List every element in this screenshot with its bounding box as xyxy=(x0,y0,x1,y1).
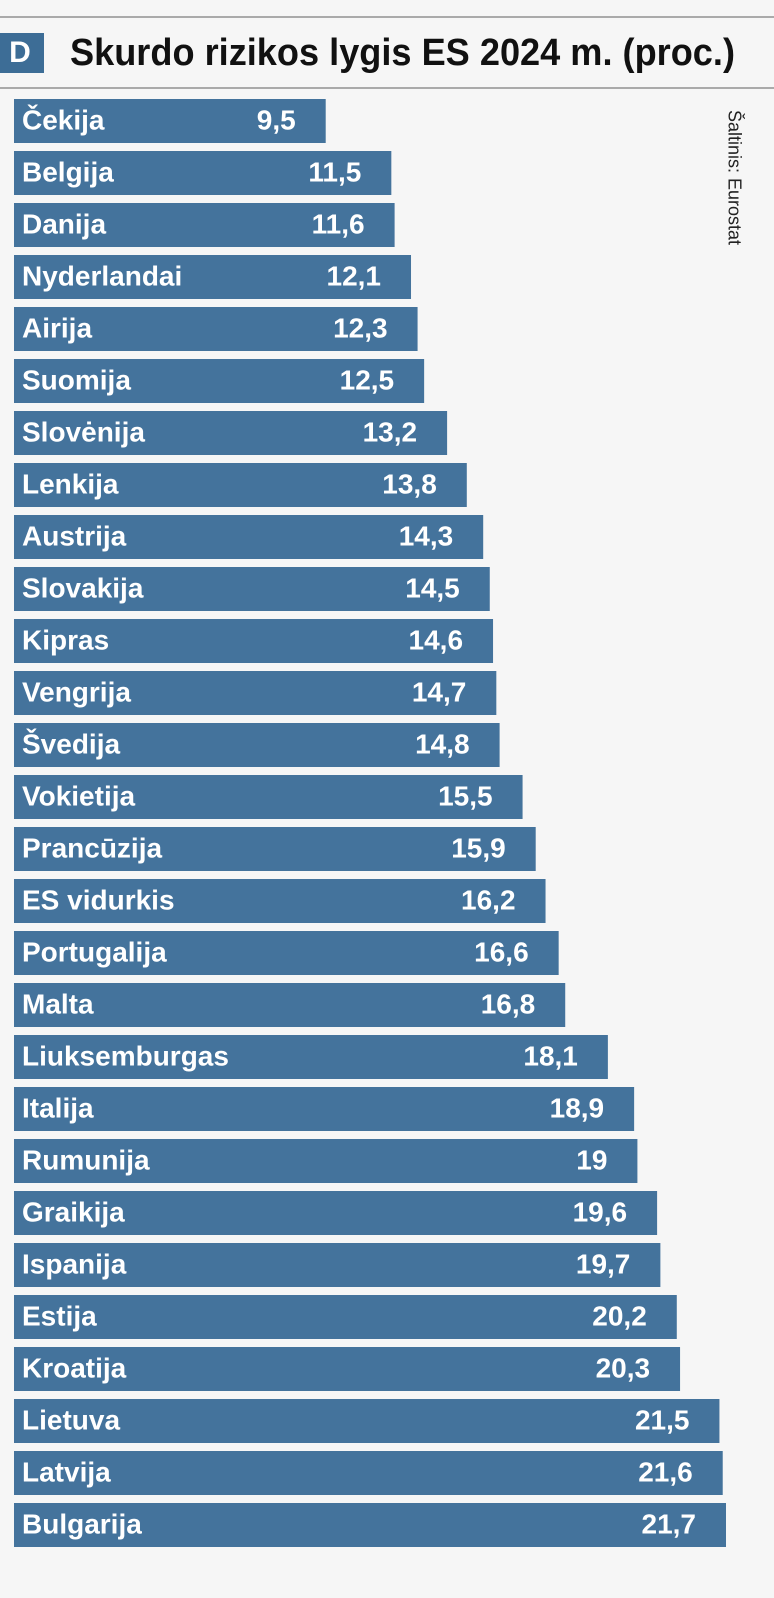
bar xyxy=(14,775,523,819)
category-label: Italija xyxy=(22,1092,94,1123)
value-label: 14,7 xyxy=(412,676,467,707)
category-label: Portugalija xyxy=(22,936,167,967)
value-label: 15,9 xyxy=(451,832,506,863)
category-label: Suomija xyxy=(22,364,131,395)
value-label: 21,5 xyxy=(635,1404,690,1435)
bar xyxy=(14,619,494,663)
value-label: 19,7 xyxy=(576,1248,631,1279)
bar xyxy=(14,515,484,559)
value-label: 9,5 xyxy=(257,104,296,135)
value-label: 14,5 xyxy=(405,572,460,603)
category-label: Slovėnija xyxy=(22,416,145,447)
bar xyxy=(14,1035,608,1079)
bar xyxy=(14,1347,681,1391)
category-label: Bulgarija xyxy=(22,1508,142,1539)
category-label: Prancūzija xyxy=(22,832,162,863)
value-label: 18,9 xyxy=(550,1092,605,1123)
bar xyxy=(14,827,536,871)
category-label: Belgija xyxy=(22,156,114,187)
category-label: Kipras xyxy=(22,624,109,655)
bar xyxy=(14,983,566,1027)
bar xyxy=(14,463,467,507)
value-label: 13,8 xyxy=(382,468,437,499)
category-label: Ispanija xyxy=(22,1248,127,1279)
bar xyxy=(14,671,497,715)
value-label: 19,6 xyxy=(573,1196,628,1227)
value-label: 14,6 xyxy=(409,624,464,655)
bar xyxy=(14,359,425,403)
value-label: 21,6 xyxy=(638,1456,693,1487)
bar xyxy=(14,1295,677,1339)
source: Šaltinis: Eurostat xyxy=(724,110,745,245)
category-label: Čekija xyxy=(22,103,105,135)
category-label: Liuksemburgas xyxy=(22,1040,229,1071)
category-label: Estija xyxy=(22,1300,97,1331)
category-label: Vokietija xyxy=(22,780,136,811)
value-label: 14,8 xyxy=(415,728,470,759)
value-label: 18,1 xyxy=(523,1040,578,1071)
category-label: Danija xyxy=(22,208,106,239)
value-label: 20,3 xyxy=(596,1352,651,1383)
value-label: 20,2 xyxy=(592,1300,647,1331)
logo: D xyxy=(9,36,31,69)
category-label: Rumunija xyxy=(22,1144,150,1175)
category-label: Lietuva xyxy=(22,1404,120,1435)
value-label: 14,3 xyxy=(399,520,454,551)
bar xyxy=(14,307,418,351)
bar xyxy=(14,1191,658,1235)
bar xyxy=(14,1503,726,1547)
category-label: Nyderlandai xyxy=(22,260,182,291)
bar xyxy=(14,1399,720,1443)
logo-box xyxy=(0,33,44,73)
category-label: Latvija xyxy=(22,1456,111,1487)
value-label: 13,2 xyxy=(363,416,418,447)
bar xyxy=(14,411,448,455)
value-label: 16,2 xyxy=(461,884,516,915)
bar xyxy=(14,1087,635,1131)
value-label: 19 xyxy=(576,1144,607,1175)
value-label: 15,5 xyxy=(438,780,493,811)
bar xyxy=(14,255,412,299)
category-label: Slovakija xyxy=(22,572,144,603)
category-label: Graikija xyxy=(22,1196,125,1227)
category-label: Vengrija xyxy=(22,676,131,707)
category-label: Austrija xyxy=(22,520,127,551)
bar xyxy=(14,151,392,195)
bar xyxy=(14,1243,661,1287)
category-label: ES vidurkis xyxy=(22,884,175,915)
category-label: Švedija xyxy=(22,727,120,759)
bar xyxy=(14,99,326,143)
category-label: Airija xyxy=(22,312,92,343)
bar xyxy=(14,567,490,611)
chart-title: Skurdo rizikos lygis ES 2024 m. (proc.) xyxy=(70,32,735,74)
category-label: Kroatija xyxy=(22,1352,127,1383)
value-label: 12,5 xyxy=(340,364,395,395)
bar xyxy=(14,931,559,975)
bar xyxy=(14,203,395,247)
category-label: Lenkija xyxy=(22,468,119,499)
bar xyxy=(14,1139,638,1183)
value-label: 21,7 xyxy=(642,1508,697,1539)
value-label: 11,6 xyxy=(312,208,365,239)
value-label: 12,1 xyxy=(327,260,382,291)
value-label: 11,5 xyxy=(308,156,361,187)
bar xyxy=(14,879,546,923)
value-label: 12,3 xyxy=(333,312,388,343)
value-label: 16,8 xyxy=(481,988,536,1019)
bar xyxy=(14,1451,723,1495)
category-label: Malta xyxy=(22,988,94,1019)
bar xyxy=(14,723,500,767)
value-label: 16,6 xyxy=(474,936,529,967)
